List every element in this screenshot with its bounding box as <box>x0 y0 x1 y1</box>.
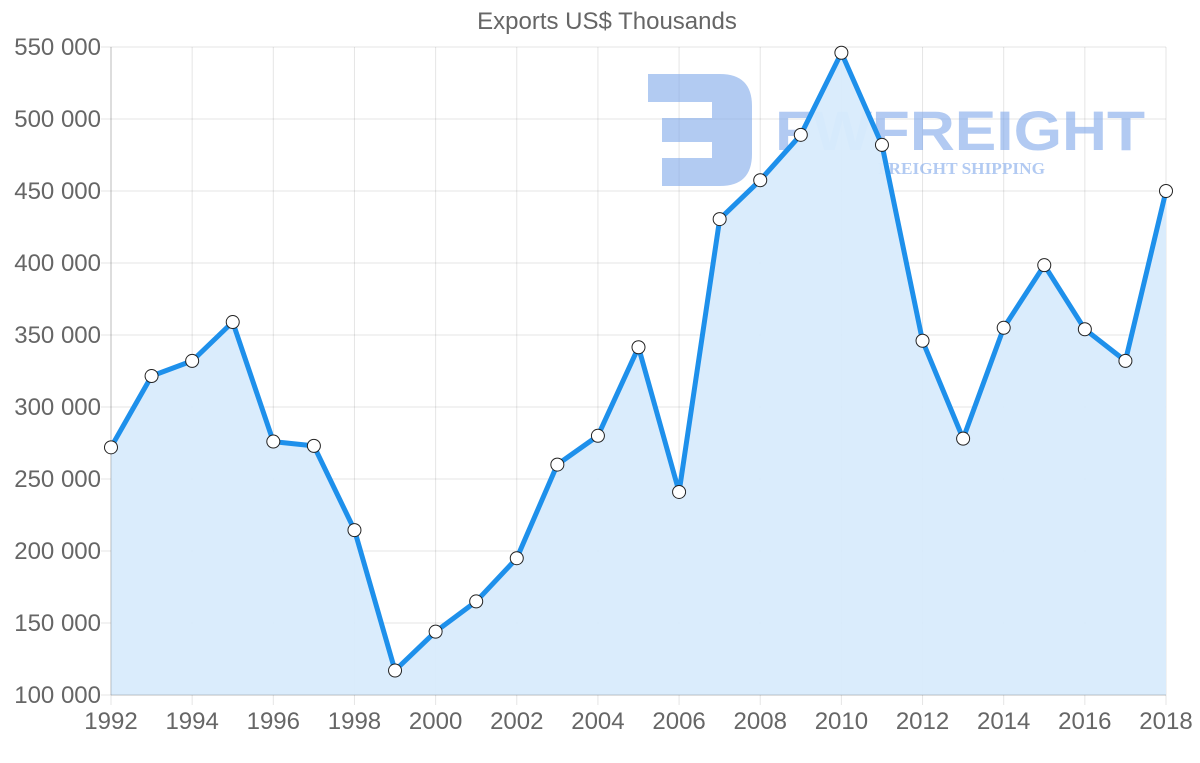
watermark-tagline: FREIGHT SHIPPING <box>878 159 1045 178</box>
data-point-2006[interactable] <box>672 484 687 499</box>
axes <box>110 47 1166 696</box>
data-point-2015[interactable] <box>1037 258 1052 273</box>
data-point-2003[interactable] <box>550 457 565 472</box>
x-tick-label: 2018 <box>1139 708 1192 735</box>
data-point-2010[interactable] <box>834 45 849 60</box>
y-tick-label: 400 000 <box>14 250 101 277</box>
data-point-2014[interactable] <box>996 320 1011 335</box>
data-point-1997[interactable] <box>306 438 321 453</box>
data-point-2002[interactable] <box>509 551 524 566</box>
area-fill <box>111 52 1166 696</box>
x-tick-label: 1992 <box>84 708 137 735</box>
data-point-2005[interactable] <box>631 340 646 355</box>
x-tick-label: 2004 <box>571 708 624 735</box>
data-point-1993[interactable] <box>144 369 159 384</box>
y-tick-label: 550 000 <box>14 34 101 61</box>
y-tick-label: 250 000 <box>14 466 101 493</box>
x-tick-label: 1998 <box>328 708 381 735</box>
data-point-2016[interactable] <box>1077 322 1092 337</box>
data-point-2013[interactable] <box>956 431 971 446</box>
fwfreight-logo-icon <box>648 74 752 186</box>
x-tick-label: 2000 <box>409 708 462 735</box>
x-tick-label: 2006 <box>652 708 705 735</box>
data-point-1996[interactable] <box>266 434 281 449</box>
x-axis-labels: 1992 1994 1996 1998 2000 2002 2004 2006 2008 2010… <box>84 708 1192 735</box>
data-point-1998[interactable] <box>347 523 362 538</box>
chart-title: Exports US$ Thousands <box>477 8 737 35</box>
x-tick-label: 2008 <box>734 708 787 735</box>
data-point-2007[interactable] <box>712 212 727 227</box>
data-point-1994[interactable] <box>185 353 200 368</box>
data-point-2011[interactable] <box>874 137 889 152</box>
y-tick-label: 150 000 <box>14 610 101 637</box>
y-axis-labels: 100 000 150 000 200 000 250 000 300 000 350 0… <box>14 34 101 709</box>
data-point-2012[interactable] <box>915 333 930 348</box>
y-tick-label: 300 000 <box>14 394 101 421</box>
data-point-1992[interactable] <box>104 440 118 455</box>
data-point-1995[interactable] <box>225 315 240 330</box>
y-tick-label: 350 000 <box>14 322 101 349</box>
data-point-2000[interactable] <box>428 624 443 639</box>
x-tick-label: 2010 <box>815 708 868 735</box>
y-tick-label: 100 000 <box>14 682 101 709</box>
data-point-2017[interactable] <box>1118 353 1133 368</box>
x-tick-label: 1994 <box>165 708 218 735</box>
data-point-2004[interactable] <box>590 428 605 443</box>
x-tick-label: 2002 <box>490 708 543 735</box>
data-point-2018[interactable] <box>1159 184 1173 198</box>
data-point-2009[interactable] <box>793 127 808 142</box>
x-tick-label: 2016 <box>1058 708 1111 735</box>
data-point-1999[interactable] <box>388 663 403 678</box>
y-tick-label: 200 000 <box>14 538 101 565</box>
y-tick-label: 450 000 <box>14 178 101 205</box>
data-point-2001[interactable] <box>469 594 484 609</box>
x-tick-label: 2012 <box>896 708 949 735</box>
watermark-logo: FWFREIGHT FREIGHT SHIPPING <box>648 74 1145 186</box>
x-tick-label: 2014 <box>977 708 1030 735</box>
data-point-2008[interactable] <box>753 173 768 188</box>
data-points <box>104 45 1173 678</box>
y-tick-label: 500 000 <box>14 106 101 133</box>
x-tick-label: 1996 <box>247 708 300 735</box>
